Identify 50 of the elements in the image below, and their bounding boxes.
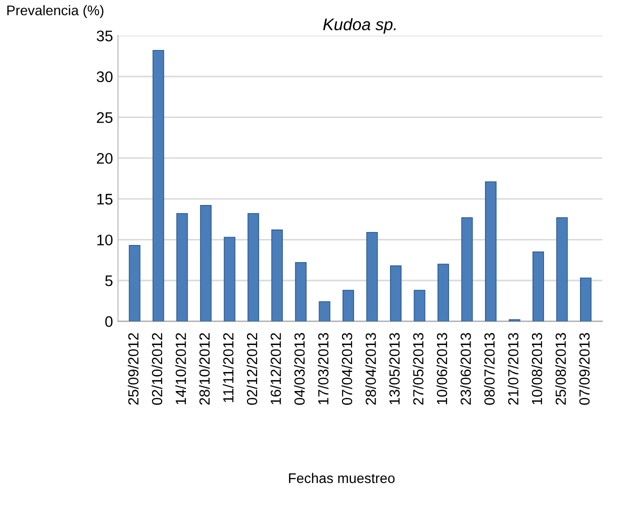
bar xyxy=(295,262,307,322)
bar xyxy=(414,290,426,322)
x-tick-label: 28/10/2012 xyxy=(199,333,210,405)
y-tick-label: 20 xyxy=(96,152,113,164)
bar xyxy=(461,217,473,322)
bar xyxy=(224,236,236,322)
bar xyxy=(485,181,497,322)
x-tick-label: 23/06/2013 xyxy=(460,333,471,405)
bar xyxy=(532,252,544,322)
bar xyxy=(200,205,212,322)
bar xyxy=(390,265,402,322)
x-tick-label: 21/07/2013 xyxy=(508,333,518,405)
x-tick-label: 27/05/2013 xyxy=(412,333,424,405)
x-tick-label: 10/06/2013 xyxy=(436,333,448,404)
bar xyxy=(271,229,283,322)
x-tick-label: 02/10/2012 xyxy=(152,333,162,405)
x-tick-label: 07/09/2013 xyxy=(578,333,590,405)
y-axis-title: Prevalencia (%) xyxy=(7,5,104,18)
bar xyxy=(342,290,354,322)
x-tick-label: 11/11/2012 xyxy=(222,333,234,402)
x-tick-label: 13/05/2013 xyxy=(389,333,400,404)
bar xyxy=(366,232,378,322)
x-tick-label: 10/08/2013 xyxy=(531,333,542,404)
x-tick-label: 07/04/2013 xyxy=(342,333,352,405)
x-axis-title: Fechas muestreo xyxy=(289,472,395,484)
y-tick-label: 5 xyxy=(105,276,112,286)
bar xyxy=(318,301,330,322)
x-tick-label: 14/10/2012 xyxy=(175,333,186,404)
y-tick-label: 10 xyxy=(97,234,113,246)
y-tick-label: 35 xyxy=(96,30,112,42)
y-tick-label: 30 xyxy=(96,71,113,82)
x-tick-label: 16/12/2012 xyxy=(270,333,281,404)
bar xyxy=(152,50,164,322)
x-tick-label: 28/04/2013 xyxy=(365,333,376,405)
bar xyxy=(176,213,188,322)
bar xyxy=(556,217,568,322)
bar xyxy=(580,278,592,322)
y-tick-label: 15 xyxy=(97,194,112,205)
x-tick-label: 08/07/2013 xyxy=(484,333,495,405)
x-tick-label: 25/08/2013 xyxy=(555,333,566,405)
x-tick-label: 25/09/2012 xyxy=(128,333,139,405)
bar xyxy=(128,244,140,322)
x-tick-label: 04/03/2013 xyxy=(294,333,305,405)
x-tick-label: 17/03/2013 xyxy=(318,333,328,404)
y-tick-label: 0 xyxy=(105,316,113,327)
y-tick-label: 25 xyxy=(96,112,112,123)
chart-title: Kudoa sp. xyxy=(323,18,396,34)
bar xyxy=(248,213,260,322)
bar xyxy=(438,264,450,322)
x-tick-label: 02/12/2012 xyxy=(246,333,258,405)
